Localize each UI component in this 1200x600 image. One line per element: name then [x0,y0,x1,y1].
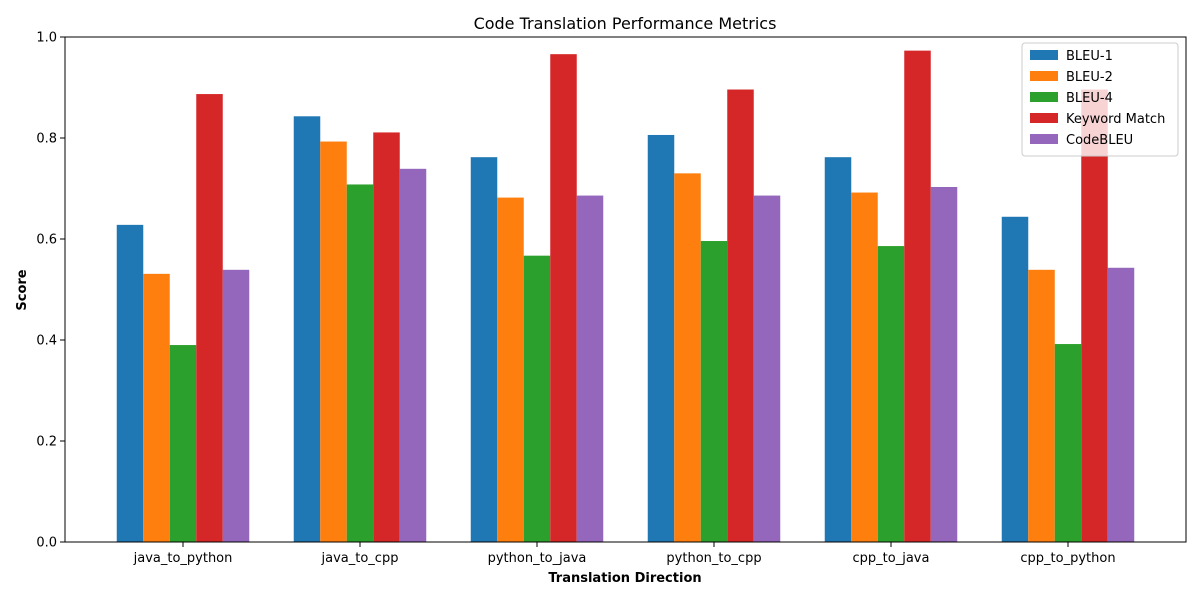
bar-bleu-2-java-to-cpp [320,141,347,542]
legend-swatch [1030,92,1058,102]
bar-codebleu-python-to-cpp [753,195,781,542]
bar-keyword-match-python-to-cpp [727,89,754,543]
bar-keyword-match-java-to-cpp [373,132,400,542]
y-tick-label: 0.4 [36,334,57,349]
y-tick-label: 0.8 [36,132,57,147]
x-tick-label: java_to_python [133,551,233,566]
bar-bleu-4-java-to-python [169,345,197,542]
bar-bleu-2-python-to-java [497,197,524,542]
bar-bleu-1-python-to-java [470,157,498,542]
bar-bleu-2-java-to-python [143,273,170,542]
bar-keyword-match-cpp-to-python [1081,89,1108,543]
x-tick-label: python_to_java [488,551,587,566]
y-tick-label: 0.2 [36,435,57,450]
bar-bleu-1-java-to-python [116,224,144,543]
bar-keyword-match-python-to-java [550,54,577,543]
bar-bleu-4-python-to-java [523,255,551,543]
legend-label: BLEU-1 [1066,49,1113,64]
y-tick-label: 0.6 [36,233,57,248]
legend-label: CodeBLEU [1066,133,1133,148]
bar-keyword-match-java-to-python [196,94,223,542]
bar-codebleu-java-to-cpp [399,168,427,542]
bar-bleu-2-cpp-to-java [851,192,878,543]
y-tick-label: 0.0 [36,536,57,551]
bar-bleu-4-cpp-to-python [1054,344,1082,542]
y-axis-label: Score [15,269,30,310]
bar-codebleu-cpp-to-python [1107,267,1135,542]
x-tick-label: java_to_cpp [321,551,399,566]
bar-bleu-4-java-to-cpp [346,184,374,542]
bar-bleu-1-cpp-to-java [824,157,852,542]
bar-codebleu-cpp-to-java [930,186,958,543]
x-axis-label: Translation Direction [548,571,701,586]
legend-label: Keyword Match [1066,112,1165,127]
x-tick-label: cpp_to_python [1020,551,1115,566]
legend-box [1021,42,1179,157]
bar-bleu-4-cpp-to-java [877,246,905,542]
bar-bleu-1-cpp-to-python [1001,216,1029,542]
bar-codebleu-java-to-python [222,269,250,542]
bar-bleu-1-java-to-cpp [293,116,321,542]
legend: BLEU-1 BLEU-2 BLEU-4 Keyword Match CodeBLEU [1021,42,1179,157]
chart-title: Code Translation Performance Metrics [474,14,777,33]
legend-label: BLEU-4 [1066,91,1113,106]
bar-bleu-2-cpp-to-python [1028,269,1055,542]
bar-keyword-match-cpp-to-java [904,50,931,542]
y-tick-label: 1.0 [36,31,57,46]
plot-frame [64,36,1187,543]
bar-codebleu-python-to-java [576,195,604,542]
x-tick-label: python_to_cpp [666,551,761,566]
legend-swatch [1030,50,1058,60]
bars-group [116,50,1135,543]
bar-bleu-4-python-to-cpp [700,241,728,542]
x-axis: java_to_python java_to_cpp python_to_java p… [133,542,1116,566]
y-axis: 0.0 0.2 0.4 0.6 0.8 1.0 [36,31,65,551]
x-tick-label: cpp_to_java [853,551,930,566]
bar-bleu-2-python-to-cpp [674,173,701,542]
legend-swatch [1030,134,1058,144]
legend-label: BLEU-2 [1066,70,1113,85]
bar-bleu-1-python-to-cpp [647,134,675,542]
legend-swatch [1030,113,1058,123]
legend-swatch [1030,71,1058,81]
